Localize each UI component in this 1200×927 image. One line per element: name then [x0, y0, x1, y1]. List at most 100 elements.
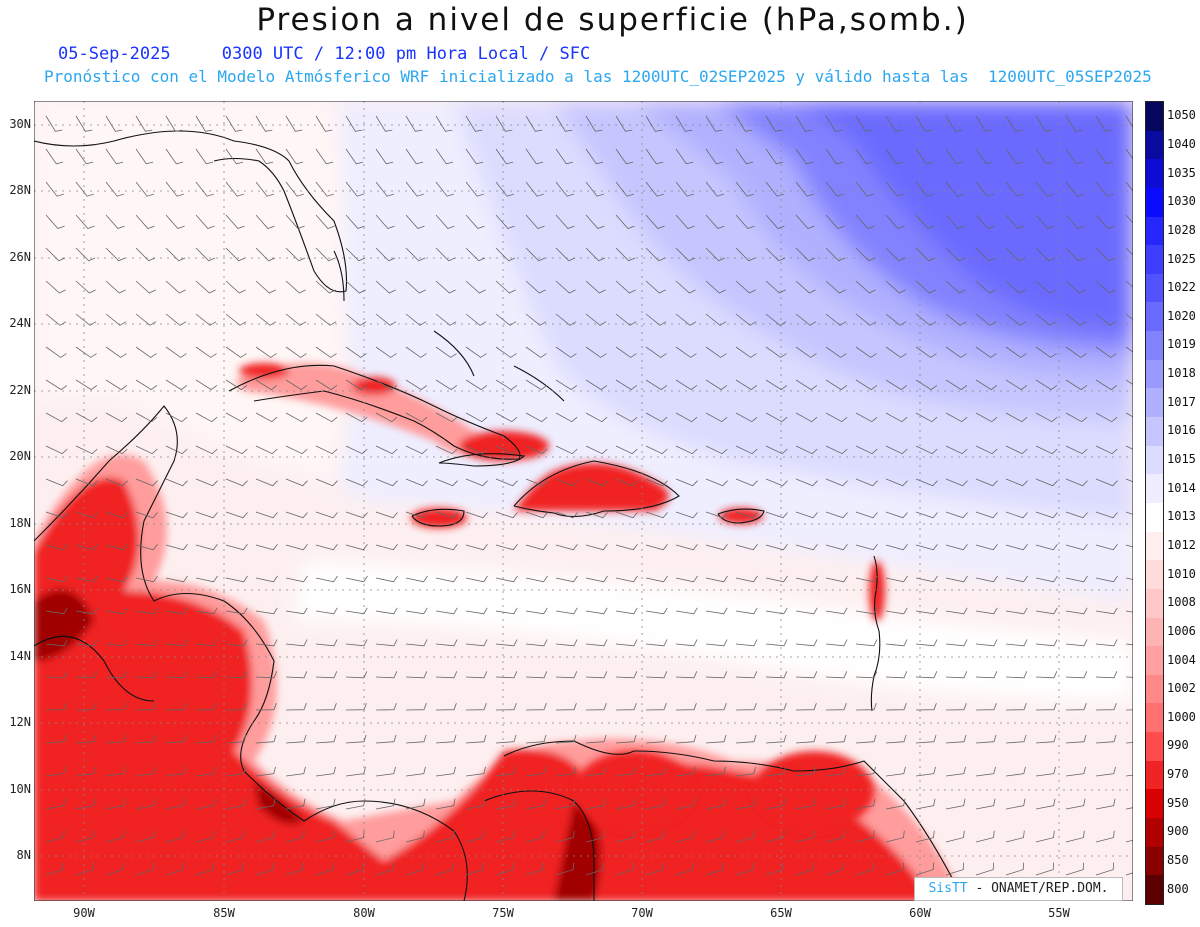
wind-barb-icon: [465, 703, 487, 711]
wind-barb-icon: [765, 346, 787, 358]
colorbar-segment: [1146, 102, 1163, 131]
wind-barb-icon: [315, 703, 337, 711]
wind-barb-icon: [105, 766, 126, 777]
wind-barb-icon: [795, 445, 818, 455]
wind-barb-icon: [405, 671, 428, 679]
wind-barb-icon: [435, 412, 458, 423]
wind-barb-icon: [885, 445, 908, 455]
wind-barb-icon: [585, 639, 608, 647]
wind-barb-icon: [885, 247, 906, 262]
wind-barb-icon: [975, 181, 994, 197]
wind-barb-icon: [645, 478, 668, 487]
wind-barb-icon: [345, 478, 368, 487]
wind-barb-icon: [45, 115, 63, 132]
colorbar-label: 1016: [1167, 423, 1196, 438]
colorbar-label: 1022: [1167, 280, 1196, 295]
wind-barb-icon: [1065, 148, 1084, 165]
wind-barb-icon: [75, 766, 96, 777]
wind-barb-icon: [1095, 734, 1117, 744]
wind-barb-icon: [975, 798, 996, 810]
wind-barb-icon: [585, 346, 607, 358]
wind-barb-icon: [525, 766, 546, 777]
wind-barb-icon: [825, 412, 848, 423]
wind-barb-icon: [615, 798, 636, 810]
wind-barb-icon: [375, 247, 396, 262]
wind-barb-icon: [495, 671, 518, 679]
wind-barb-icon: [375, 575, 398, 583]
wind-barbs: [45, 115, 1133, 876]
colorbar-label: 1030: [1167, 194, 1196, 209]
wind-barb-icon: [1035, 313, 1057, 326]
wind-barb-icon: [255, 703, 277, 711]
wind-barb-icon: [375, 734, 397, 744]
wind-barb-icon: [675, 346, 697, 358]
wind-barb-icon: [1035, 734, 1057, 744]
wind-barb-icon: [495, 543, 518, 551]
wind-barb-icon: [975, 671, 998, 679]
wind-barb-icon: [1035, 148, 1054, 165]
wind-barb-icon: [915, 607, 938, 615]
wind-barb-icon: [45, 445, 68, 455]
wind-barb-icon: [1125, 412, 1133, 418]
wind-barb-icon: [195, 280, 216, 294]
wind-barb-icon: [135, 148, 154, 165]
wind-barb-icon: [135, 115, 153, 132]
wind-barb-icon: [195, 478, 218, 487]
wind-barb-icon: [705, 313, 727, 326]
wind-barb-icon: [765, 115, 783, 132]
wind-barb-icon: [585, 247, 606, 262]
wind-barb-icon: [405, 280, 426, 294]
wind-barb-icon: [555, 379, 578, 391]
wind-barb-icon: [375, 115, 393, 132]
wind-barb-icon: [225, 862, 244, 876]
wind-barb-icon: [1065, 734, 1087, 744]
wind-barb-icon: [825, 766, 846, 777]
wind-barb-icon: [195, 214, 215, 229]
wind-barb-icon: [675, 639, 698, 647]
wind-barb-icon: [1005, 862, 1024, 876]
wind-barb-icon: [375, 862, 394, 876]
wind-barb-icon: [525, 478, 548, 487]
wind-barb-icon: [885, 412, 908, 423]
wind-barb-icon: [405, 214, 425, 229]
wind-barb-icon: [195, 313, 217, 326]
wind-barb-icon: [945, 412, 968, 423]
wind-barb-icon: [225, 607, 248, 615]
wind-barb-icon: [225, 115, 243, 132]
wind-barb-icon: [435, 766, 456, 777]
wind-barb-icon: [525, 671, 548, 679]
wind-barb-icon: [615, 412, 638, 423]
wind-barb-icon: [915, 214, 935, 229]
wind-barb-icon: [165, 575, 188, 583]
wind-barb-icon: [705, 830, 725, 843]
wind-barb-icon: [165, 379, 188, 391]
coastlines: [34, 130, 965, 901]
wind-barb-icon: [915, 862, 934, 876]
wind-barb-icon: [765, 313, 787, 326]
wind-barb-icon: [285, 379, 308, 391]
wind-barb-icon: [1125, 544, 1133, 548]
colorbar-label: 1014: [1167, 480, 1196, 495]
wind-barb-icon: [705, 798, 726, 810]
wind-barb-icon: [285, 247, 306, 262]
wind-barb-icon: [675, 766, 696, 777]
wind-barb-icon: [585, 607, 608, 615]
wind-barb-icon: [375, 445, 398, 455]
wind-barb-icon: [1035, 671, 1058, 679]
wind-barb-icon: [615, 346, 637, 358]
wind-barb-icon: [765, 511, 788, 519]
wind-barb-icon: [465, 445, 488, 455]
wind-barb-icon: [405, 445, 428, 455]
wind-barb-icon: [885, 478, 908, 487]
wind-barb-icon: [255, 671, 278, 679]
wind-barb-icon: [345, 703, 367, 711]
wind-barb-icon: [495, 115, 513, 132]
colorbar-segment: [1146, 187, 1163, 217]
wind-barb-icon: [255, 575, 278, 583]
wind-barb-icon: [1065, 247, 1086, 262]
wind-barb-icon: [225, 412, 248, 423]
wind-barb-icon: [615, 181, 634, 197]
wind-barb-icon: [1005, 115, 1023, 132]
wind-barb-icon: [1095, 313, 1117, 326]
wind-barb-icon: [1065, 639, 1088, 647]
